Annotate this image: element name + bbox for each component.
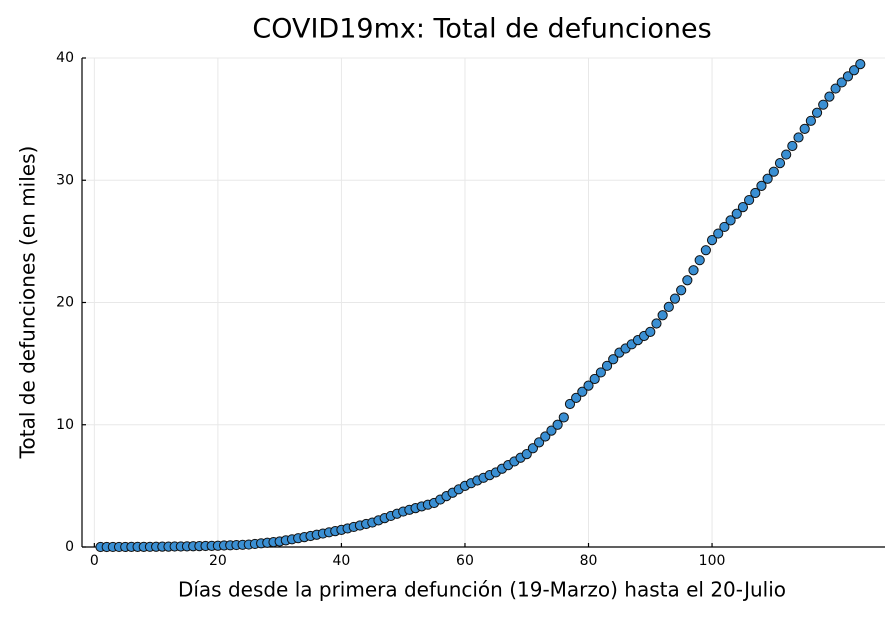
point <box>799 123 810 135</box>
point <box>700 245 711 256</box>
point <box>836 77 847 88</box>
point <box>688 265 699 276</box>
point <box>669 293 681 304</box>
point <box>781 149 792 160</box>
point <box>744 194 755 206</box>
point <box>546 425 557 436</box>
point <box>774 158 786 169</box>
point <box>564 398 576 410</box>
point <box>737 202 749 213</box>
point <box>713 228 724 239</box>
point <box>830 83 841 94</box>
point <box>558 412 569 423</box>
point <box>540 431 551 442</box>
y-axis-label: Total de defunciones (en miles) <box>16 146 40 460</box>
point <box>694 255 705 266</box>
point <box>527 443 539 454</box>
point <box>706 235 718 246</box>
point <box>533 437 545 448</box>
point <box>842 71 854 82</box>
point <box>595 367 606 378</box>
point <box>521 448 532 460</box>
y-tick-label: 10 <box>56 417 74 433</box>
point <box>682 275 693 286</box>
point <box>793 132 804 143</box>
point <box>787 140 798 152</box>
point <box>651 318 662 329</box>
point <box>657 310 668 321</box>
point <box>768 166 779 177</box>
point <box>663 301 674 313</box>
point <box>756 180 767 191</box>
point <box>676 285 687 296</box>
point <box>849 65 860 76</box>
point <box>552 419 563 430</box>
x-tick-label: 100 <box>699 553 726 569</box>
x-tick-label: 40 <box>333 553 351 569</box>
point <box>719 221 730 233</box>
point <box>750 187 761 199</box>
point <box>762 173 773 184</box>
point <box>601 360 613 371</box>
y-tick-label: 20 <box>56 295 74 311</box>
point <box>731 208 742 219</box>
y-tick-label: 0 <box>65 539 74 555</box>
point <box>811 107 823 118</box>
y-tick-label: 30 <box>56 172 74 188</box>
point <box>824 91 835 102</box>
point <box>583 380 594 391</box>
y-tick-label: 40 <box>56 50 74 66</box>
x-axis-label: Días desde la primera defunción (19-Marz… <box>178 578 786 602</box>
point <box>645 326 656 337</box>
chart-title: COVID19mx: Total de defunciones <box>252 14 711 45</box>
point <box>589 373 600 385</box>
point <box>577 386 588 397</box>
x-tick-label: 0 <box>90 553 99 569</box>
x-tick-label: 60 <box>456 553 474 569</box>
point <box>855 59 866 70</box>
point <box>818 99 829 110</box>
x-tick-label: 80 <box>580 553 598 569</box>
point <box>608 354 619 365</box>
point <box>725 215 736 226</box>
x-tick-label: 20 <box>209 553 227 569</box>
point <box>571 392 582 403</box>
point <box>805 115 816 126</box>
